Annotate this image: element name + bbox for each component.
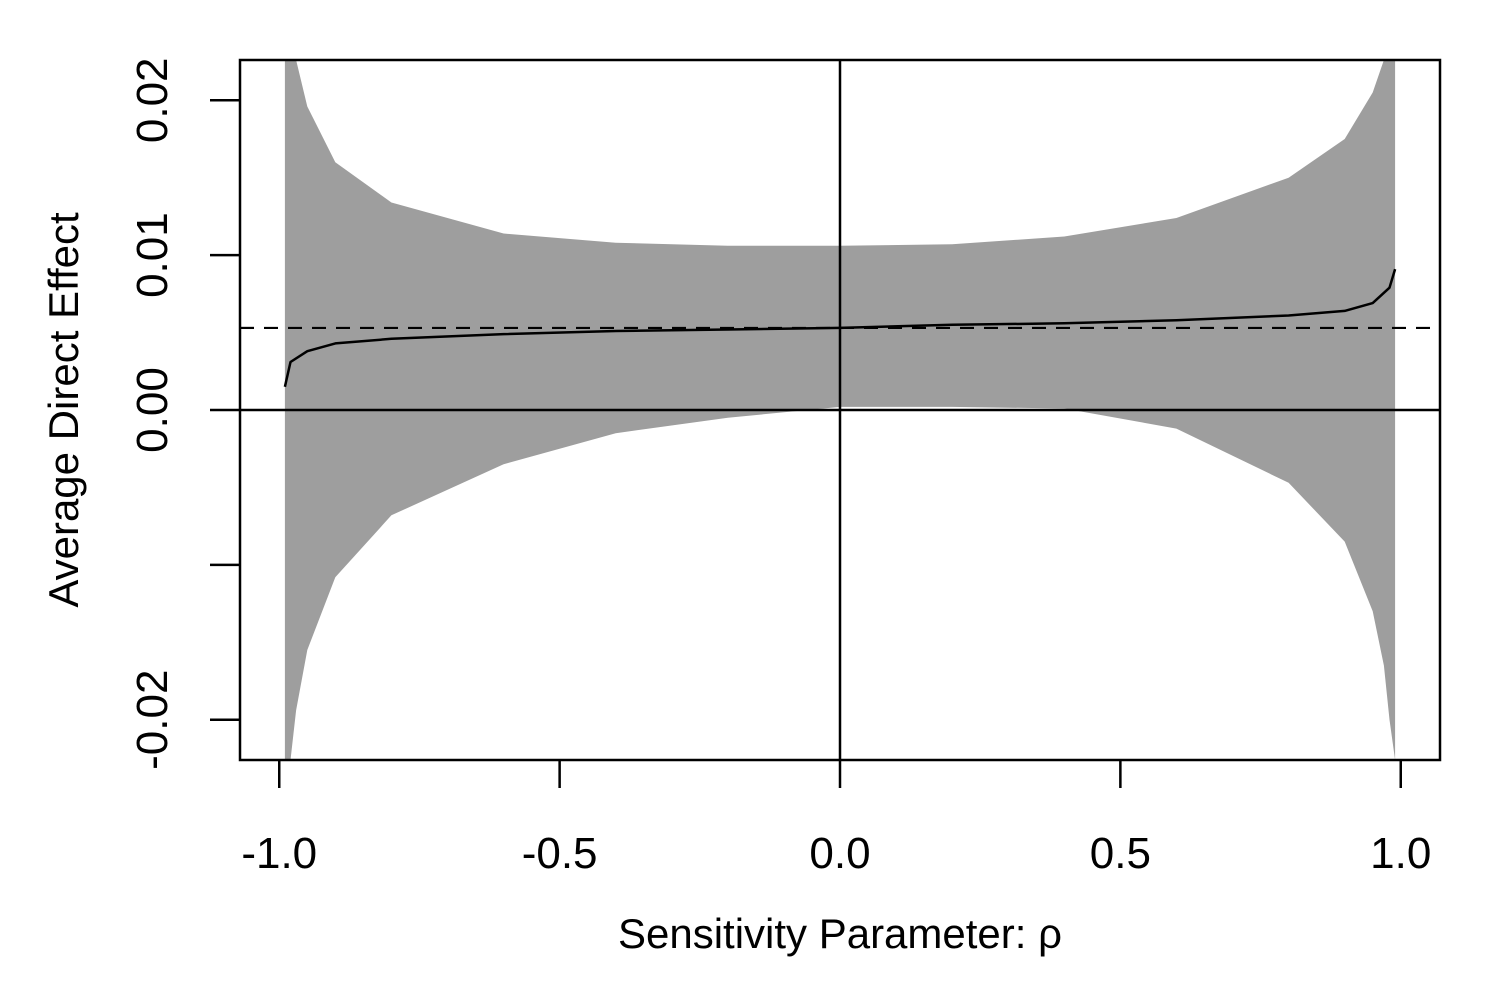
y-tick-label: 0.01 <box>128 212 177 298</box>
y-axis-title: Average Direct Effect <box>40 212 87 608</box>
x-tick-label: 0.0 <box>809 829 870 878</box>
x-tick-label: -1.0 <box>241 829 317 878</box>
y-tick-label: 0.02 <box>128 57 177 143</box>
x-tick-label: 1.0 <box>1370 829 1431 878</box>
confidence-band <box>284 60 1396 760</box>
x-tick-label: -0.5 <box>522 829 598 878</box>
y-tick-label: -0.02 <box>128 670 177 770</box>
ade-curve <box>283 268 1397 388</box>
x-axis-title: Sensitivity Parameter: ρ <box>618 910 1062 957</box>
x-tick-label: 0.5 <box>1090 829 1151 878</box>
y-tick-label: 0.00 <box>128 367 177 453</box>
